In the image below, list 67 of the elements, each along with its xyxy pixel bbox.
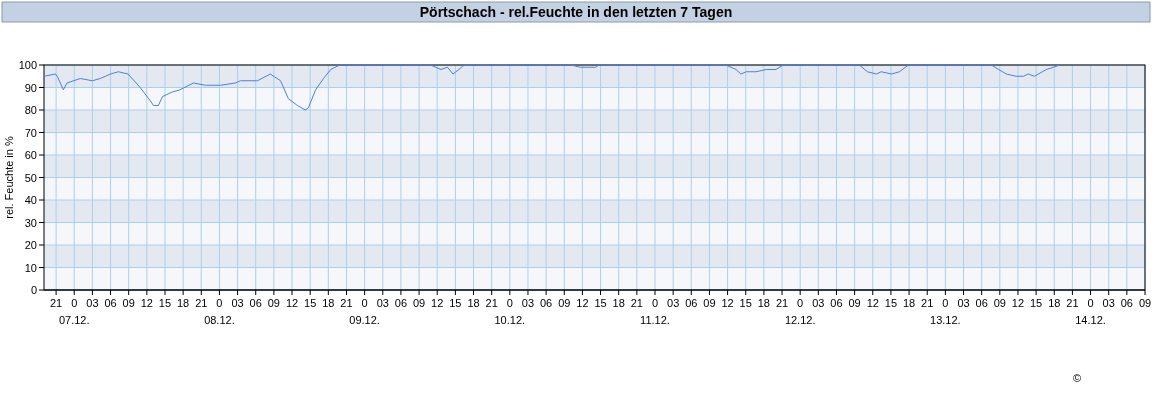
x-tick-label: 15 [449,297,462,309]
x-tick-label: 03 [521,297,535,309]
x-tick-label: 18 [757,297,771,309]
x-tick-label: 18 [467,297,480,309]
x-tick-label: 15 [594,297,607,309]
x-tick-label: 09 [267,297,280,309]
chart-title: Pörtschach - rel.Feuchte in den letzten 7 Tagen [419,4,733,20]
x-tick-label: 03 [86,297,99,309]
y-tick-label: 20 [24,239,37,251]
x-tick-label: 06 [685,297,698,309]
text: © [1073,372,1082,384]
x-tick-label: 18 [177,297,190,309]
x-tick-label: 12 [866,297,879,309]
x-tick-label: 06 [539,297,553,309]
x-tick-label: 21 [921,297,934,309]
x-tick-label: 06 [104,297,117,309]
x-tick-label: 21 [630,297,643,309]
y-tick-label: 30 [24,216,37,229]
x-tick-label: 09 [1138,297,1152,309]
x-tick-label: 15 [158,297,172,309]
x-tick-label: 12 [431,297,444,309]
x-tick-label: 18 [322,297,335,309]
x-tick-label: 09 [412,297,426,309]
x-tick-label: 09 [122,297,135,309]
y-tick-label: 50 [24,171,37,184]
x-tick-label: 12 [576,297,589,309]
y-tick-label: 10 [24,261,37,274]
x-tick-label: 09 [703,297,716,309]
x-tick-label: 03 [376,297,389,309]
x-tick-label: 21 [195,297,208,309]
x-tick-label: 09 [558,297,571,309]
x-tick-label: 03 [231,297,244,309]
y-tick-label: 40 [24,194,37,206]
x-tick-label: 06 [249,297,262,309]
y-tick-label: 0 [30,284,37,296]
x-tick-label: 15 [739,297,752,309]
x-tick-label: 03 [812,297,825,309]
x-tick-label: 06 [394,297,408,309]
x-tick-label: 15 [1029,297,1043,309]
x-tick-label: 12 [140,297,153,309]
x-tick-label: 21 [340,297,353,309]
x-tick-label: 06 [975,297,988,309]
y-tick-label: 100 [18,59,37,71]
x-tick-label: 21 [1066,297,1079,309]
x-tick-label: 09 [993,297,1006,309]
x-tick-label: 03 [1102,297,1115,309]
x-tick-label: 21 [485,297,498,309]
x-tick-label: 12 [721,297,734,309]
x-tick-label: 03 [667,297,680,309]
x-tick-label: 15 [884,297,898,309]
y-tick-label: 60 [24,149,37,161]
x-tick-label: 21 [49,297,63,309]
x-tick-label: 09 [848,297,861,309]
y-tick-label: 90 [24,81,37,94]
y-tick-label: 70 [24,126,37,139]
y-axis-title: rel. Feuchte in % [3,136,15,219]
x-tick-label: 15 [304,297,317,309]
x-tick-label: 18 [1048,297,1061,309]
x-tick-label: 03 [957,297,970,309]
x-tick-label: 18 [612,297,625,309]
x-tick-label: 18 [902,297,916,309]
y-tick-label: 80 [24,104,37,116]
x-tick-label: 21 [775,297,789,309]
x-tick-label: 12 [1011,297,1025,309]
x-tick-label: 06 [1120,297,1133,309]
x-tick-label: 06 [830,297,843,309]
x-tick-label: 12 [285,297,299,309]
